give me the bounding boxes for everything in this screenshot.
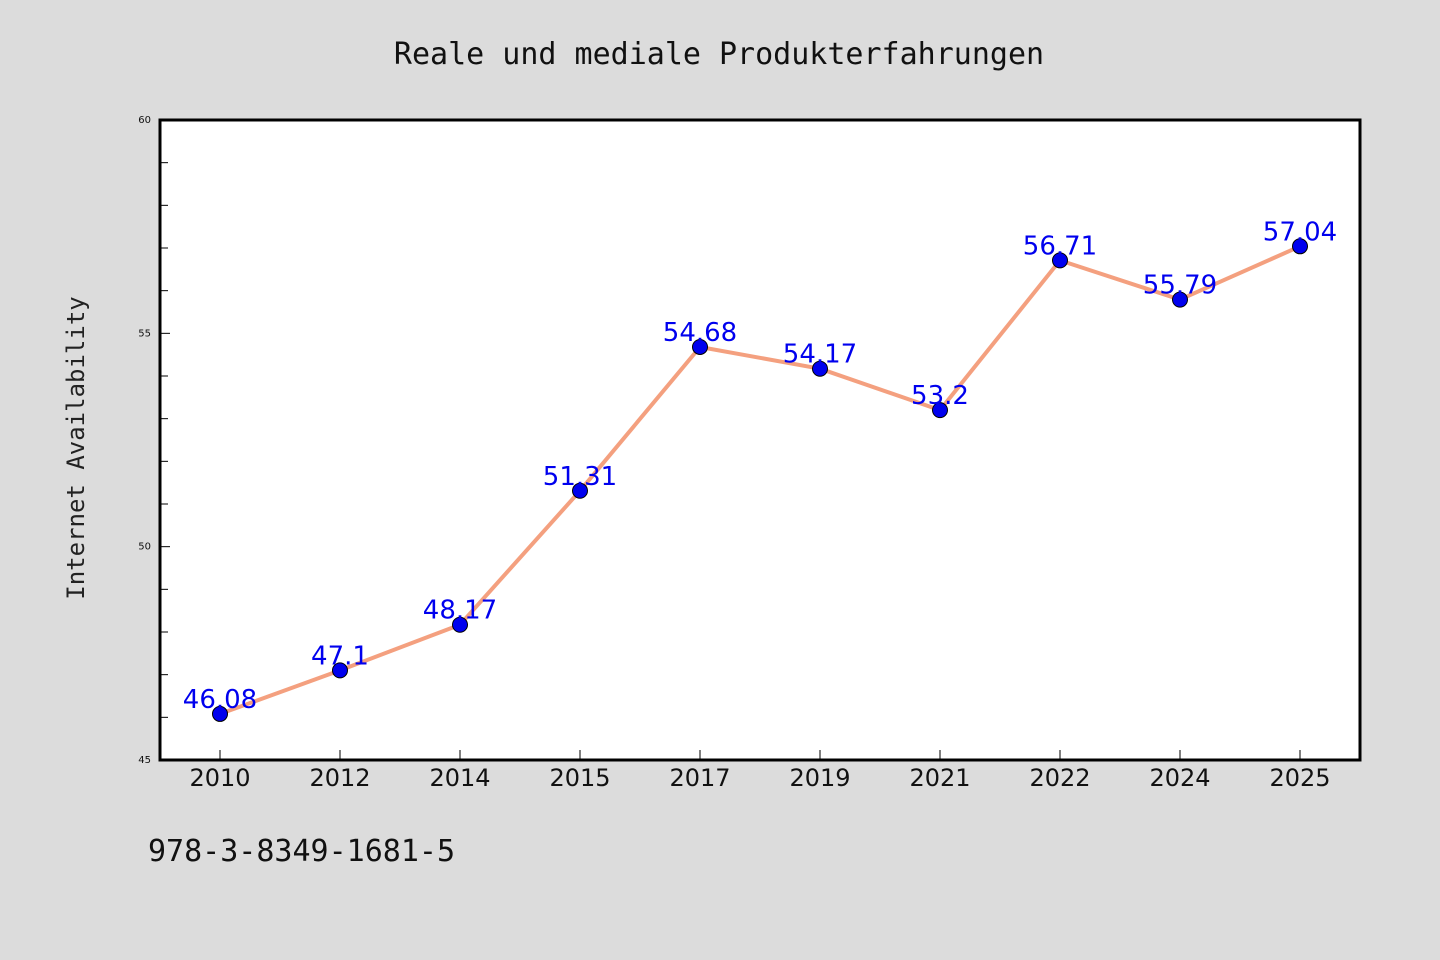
data-point-marker — [1052, 252, 1068, 269]
data-point-label: 54.17 — [783, 340, 857, 370]
data-point-label: 48.17 — [423, 596, 497, 626]
y-tick-label: 55 — [138, 328, 151, 339]
y-tick-label: 50 — [138, 542, 151, 553]
x-tick-label: 2010 — [189, 764, 250, 792]
data-point-label: 56.71 — [1023, 231, 1097, 261]
data-point-marker — [1172, 291, 1188, 308]
data-markers — [212, 238, 1308, 722]
y-axis: 45 50 55 60 — [138, 115, 170, 766]
x-tick-label: 2014 — [429, 764, 490, 792]
data-point-marker — [212, 705, 228, 722]
data-point-label: 46.08 — [183, 685, 257, 715]
y-axis-label: Internet Availability — [62, 296, 90, 599]
x-tick-label: 2012 — [309, 764, 370, 792]
x-tick-label: 2019 — [789, 764, 850, 792]
x-tick-label: 2021 — [909, 764, 970, 792]
x-axis: 2010 2012 2014 2015 2017 2019 2021 2022 2024 2025 — [189, 750, 1331, 792]
data-point-marker — [932, 402, 948, 419]
data-point-marker — [332, 662, 348, 679]
data-point-marker — [452, 616, 468, 633]
data-point-label: 47.1 — [311, 641, 369, 671]
x-tick-label: 2017 — [669, 764, 730, 792]
data-point-label: 51.31 — [543, 462, 617, 492]
data-point-marker — [1292, 238, 1308, 255]
x-tick-label: 2024 — [1149, 764, 1210, 792]
x-tick-label: 2015 — [549, 764, 610, 792]
plot-area — [158, 118, 1362, 762]
data-point-marker — [572, 482, 588, 499]
x-tick-label: 2022 — [1029, 764, 1090, 792]
data-point-label: 53.2 — [911, 381, 969, 411]
data-point-marker — [692, 338, 708, 355]
y-tick-label: 45 — [138, 755, 151, 766]
data-point-label: 57.04 — [1263, 217, 1337, 247]
footnote-isbn: 978-3-8349-1681-5 — [148, 834, 456, 869]
chart-title: Reale und mediale Produkterfahrungen — [394, 37, 1044, 72]
data-point-marker — [812, 360, 828, 377]
data-point-label: 54.68 — [663, 318, 737, 348]
y-tick-label: 60 — [138, 115, 151, 126]
series-line — [219, 244, 1301, 716]
x-tick-label: 2025 — [1269, 764, 1330, 792]
data-labels: 46.08 47.1 48.17 51.31 54.68 54.17 53.2 56.71 55… — [183, 217, 1337, 715]
data-point-label: 55.79 — [1143, 271, 1217, 301]
